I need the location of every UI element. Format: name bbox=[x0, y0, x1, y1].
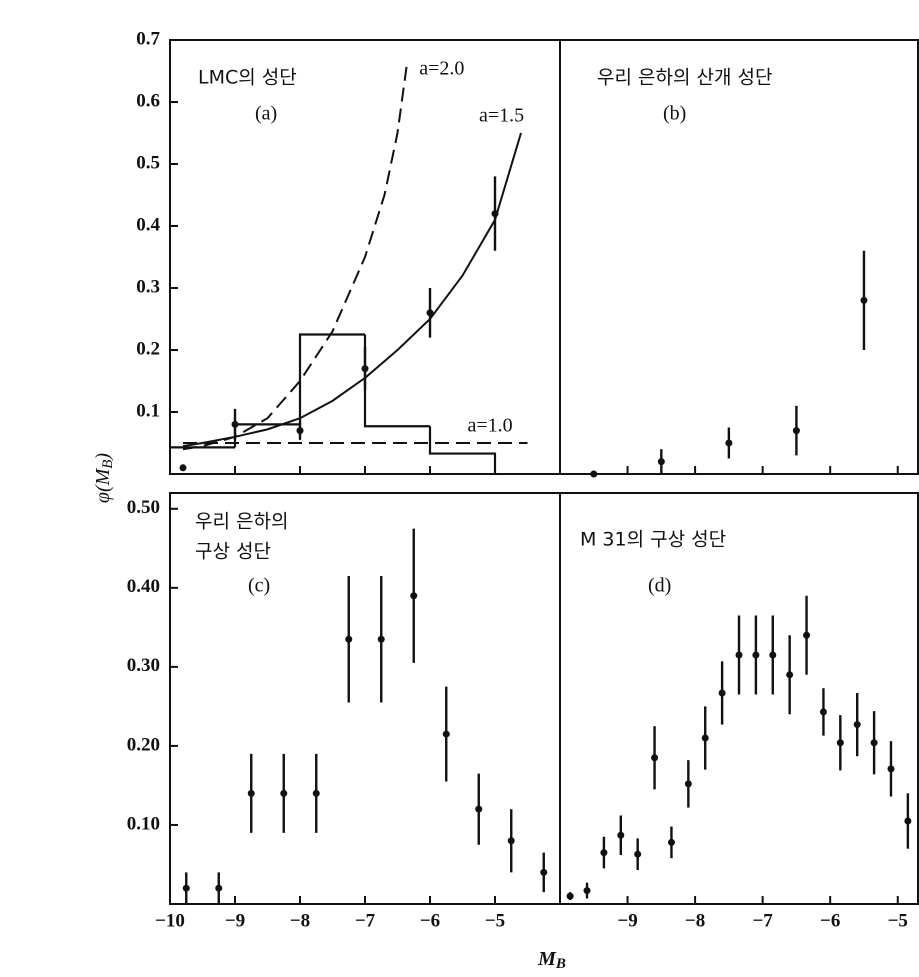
y-label-sub: B bbox=[100, 460, 116, 469]
x-label-part: M bbox=[537, 948, 557, 970]
data-point bbox=[361, 365, 369, 373]
panel-title: LMC의 성단 bbox=[198, 67, 297, 89]
data-point bbox=[701, 734, 709, 742]
data-point bbox=[426, 309, 434, 317]
data-point bbox=[786, 671, 794, 679]
data-point bbox=[887, 765, 895, 773]
curve-label: a=1.0 bbox=[468, 415, 513, 437]
panel-frame bbox=[559, 492, 919, 905]
data-point bbox=[651, 754, 659, 762]
y-tick-label: 0.40 bbox=[127, 576, 160, 597]
model-curve bbox=[182, 61, 409, 451]
data-point bbox=[247, 789, 255, 797]
data-point bbox=[410, 592, 418, 600]
histogram-step bbox=[428, 426, 497, 474]
x-tick-label: −9 bbox=[225, 910, 245, 931]
data-point bbox=[442, 730, 450, 738]
x-tick-label: −7 bbox=[752, 910, 773, 931]
data-point bbox=[491, 210, 499, 218]
y-label-part: ) bbox=[92, 453, 114, 461]
data-point bbox=[769, 651, 777, 659]
data-point bbox=[377, 635, 385, 643]
data-point bbox=[853, 721, 861, 729]
data-point bbox=[600, 849, 608, 857]
data-point bbox=[718, 689, 726, 697]
data-point bbox=[280, 789, 288, 797]
y-tick-label: 0.3 bbox=[136, 276, 160, 297]
y-tick-label: 0.50 bbox=[127, 497, 160, 518]
data-point bbox=[179, 464, 187, 472]
data-point bbox=[182, 884, 190, 892]
data-point bbox=[684, 780, 692, 788]
data-point bbox=[752, 651, 760, 659]
data-point bbox=[345, 635, 353, 643]
x-tick-label: −6 bbox=[420, 910, 440, 931]
panel-title: 우리 은하의 산개 성단 bbox=[597, 67, 772, 89]
y-tick-label: 0.2 bbox=[136, 338, 160, 359]
data-point bbox=[296, 427, 304, 435]
data-point bbox=[507, 837, 515, 845]
x-label-sub: B bbox=[555, 956, 566, 972]
data-point bbox=[803, 631, 811, 639]
data-point bbox=[215, 884, 223, 892]
y-tick-label: 0.30 bbox=[127, 655, 160, 676]
panel-frame bbox=[559, 39, 919, 475]
data-point bbox=[657, 458, 665, 466]
x-tick-label: −10 bbox=[155, 910, 185, 931]
model-curve bbox=[182, 132, 522, 448]
data-point bbox=[870, 739, 878, 747]
data-point bbox=[617, 831, 625, 839]
y-tick-label: 0.20 bbox=[127, 734, 160, 755]
data-point bbox=[667, 838, 675, 846]
panel-title: 구상 성단 bbox=[195, 541, 271, 563]
data-point bbox=[540, 868, 548, 876]
y-tick-label: 0.4 bbox=[136, 214, 160, 235]
x-tick-label: −5 bbox=[888, 910, 908, 931]
data-point bbox=[566, 892, 574, 900]
y-tick-label: 0.6 bbox=[136, 90, 160, 111]
x-tick-label: −6 bbox=[820, 910, 840, 931]
data-point bbox=[590, 470, 598, 478]
data-point bbox=[475, 805, 483, 813]
x-tick-label: −8 bbox=[685, 910, 705, 931]
data-point bbox=[583, 887, 591, 895]
panel-label: (d) bbox=[648, 575, 671, 597]
data-point bbox=[860, 296, 868, 304]
data-point bbox=[819, 708, 827, 716]
data-point bbox=[792, 427, 800, 435]
x-tick-label: −5 bbox=[485, 910, 505, 931]
x-tick-label: −9 bbox=[617, 910, 637, 931]
x-tick-label: −8 bbox=[290, 910, 310, 931]
curve-label: a=2.0 bbox=[419, 57, 464, 79]
curve-label: a=1.5 bbox=[479, 105, 524, 127]
y-tick-label: 0.10 bbox=[127, 813, 160, 834]
data-point bbox=[735, 651, 743, 659]
panel-label: (a) bbox=[255, 103, 277, 125]
histogram-step bbox=[298, 333, 365, 425]
y-tick-label: 0.1 bbox=[136, 400, 160, 421]
data-point bbox=[836, 739, 844, 747]
y-tick-label: 0.5 bbox=[136, 152, 160, 173]
y-axis-label: φ(MB) bbox=[92, 453, 117, 504]
data-point bbox=[231, 420, 239, 428]
panel-title: 우리 은하의 bbox=[195, 511, 288, 533]
data-point bbox=[725, 439, 733, 447]
y-label-part: φ(M bbox=[92, 467, 114, 503]
panel-label: (b) bbox=[663, 103, 686, 125]
panel-label: (c) bbox=[248, 575, 270, 597]
data-point bbox=[312, 789, 320, 797]
y-tick-label: 0.7 bbox=[136, 28, 160, 49]
x-axis-label: MB bbox=[537, 948, 566, 973]
data-point bbox=[634, 850, 642, 858]
panel-title: M 31의 구상 성단 bbox=[580, 529, 726, 551]
data-point bbox=[904, 817, 912, 825]
x-tick-label: −7 bbox=[355, 910, 376, 931]
histogram-step bbox=[363, 334, 430, 428]
